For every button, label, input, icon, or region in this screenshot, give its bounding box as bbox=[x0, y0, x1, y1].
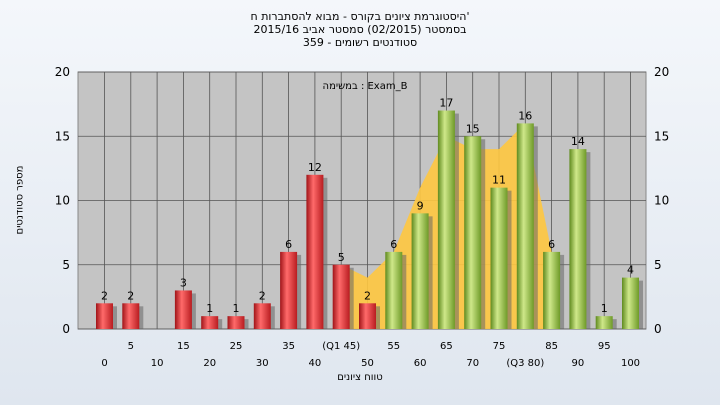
x-tick-label: 30 bbox=[256, 358, 269, 369]
x-tick-label: (Q1 45) bbox=[322, 341, 360, 352]
bar-value-label: 12 bbox=[308, 161, 322, 174]
y-tick-label-left: 5 bbox=[62, 258, 70, 272]
bar-value-label: 2 bbox=[101, 289, 108, 302]
bar bbox=[411, 213, 429, 329]
bar-value-label: 6 bbox=[548, 238, 555, 251]
x-tick-label: 35 bbox=[282, 341, 295, 352]
y-tick-label-right: 20 bbox=[654, 65, 669, 79]
bar bbox=[201, 316, 219, 329]
bar bbox=[385, 251, 403, 329]
y-tick-label-right: 0 bbox=[654, 322, 662, 336]
x-tick-label: 100 bbox=[621, 358, 640, 369]
title-line-1: היסטוגרמת ציונים בקורס - מבוא להסתברות ח… bbox=[250, 10, 470, 23]
bar-value-label: 5 bbox=[338, 251, 345, 264]
x-tick-label: 10 bbox=[151, 358, 164, 369]
bar bbox=[332, 264, 350, 329]
bar bbox=[543, 251, 561, 329]
bar-value-label: 2 bbox=[259, 289, 266, 302]
bar bbox=[96, 303, 113, 329]
bar-value-label: 16 bbox=[518, 109, 532, 122]
task-annotation: במשימה : Exam_B bbox=[323, 81, 408, 92]
y-tick-label-left: 15 bbox=[55, 129, 70, 143]
y-axis-label: מספר סטודנטים bbox=[14, 165, 26, 235]
x-tick-label: 55 bbox=[387, 341, 400, 352]
title-line-3: סטודנטים רשומים - 359 bbox=[302, 36, 418, 49]
chart-title: היסטוגרמת ציונים בקורס - מבוא להסתברות ח… bbox=[0, 10, 720, 49]
x-tick-label: 40 bbox=[309, 358, 322, 369]
bar bbox=[437, 110, 455, 329]
y-tick-label-left: 20 bbox=[55, 65, 70, 79]
x-tick-label: 90 bbox=[572, 358, 585, 369]
x-tick-label: 75 bbox=[493, 341, 506, 352]
x-tick-label: 65 bbox=[440, 341, 453, 352]
bar-value-label: 2 bbox=[364, 289, 371, 302]
bar-value-label: 9 bbox=[417, 199, 424, 212]
bar-value-label: 14 bbox=[571, 135, 585, 148]
x-tick-label: 25 bbox=[230, 341, 243, 352]
bar-value-label: 6 bbox=[285, 238, 292, 251]
bar bbox=[516, 123, 534, 330]
x-tick-label: 95 bbox=[598, 341, 611, 352]
x-tick-label: (Q3 80) bbox=[506, 358, 544, 369]
bar bbox=[569, 149, 587, 329]
bar bbox=[253, 303, 271, 329]
x-axis-label: טווח ציונים bbox=[337, 372, 383, 383]
x-tick-label: 50 bbox=[361, 358, 374, 369]
bar-value-label: 2 bbox=[127, 289, 134, 302]
bar-value-label: 3 bbox=[180, 276, 187, 289]
title-line-2: בסמסטר (02/2015) סמסטר אביב 2015/16 bbox=[253, 23, 467, 36]
bar-value-label: 1 bbox=[233, 302, 240, 315]
bar-value-label: 1 bbox=[601, 302, 608, 315]
x-tick-label: 70 bbox=[466, 358, 479, 369]
bar bbox=[622, 277, 639, 329]
y-tick-label-right: 15 bbox=[654, 129, 669, 143]
bar bbox=[595, 316, 613, 329]
bar bbox=[280, 251, 298, 329]
bar-value-label: 11 bbox=[492, 174, 506, 187]
y-tick-label-left: 10 bbox=[55, 194, 70, 208]
y-tick-label-right: 5 bbox=[654, 258, 662, 272]
bar bbox=[227, 316, 245, 329]
bar bbox=[122, 303, 140, 329]
bar bbox=[174, 290, 192, 329]
bar-value-label: 6 bbox=[390, 238, 397, 251]
x-tick-label: 0 bbox=[101, 358, 107, 369]
bar bbox=[306, 174, 324, 329]
y-tick-label-left: 0 bbox=[62, 322, 70, 336]
bar bbox=[359, 303, 376, 329]
x-tick-label: 5 bbox=[128, 341, 134, 352]
bar-value-label: 15 bbox=[466, 122, 480, 135]
bar-value-label: 1 bbox=[206, 302, 213, 315]
y-tick-label-right: 10 bbox=[654, 194, 669, 208]
bar-value-label: 4 bbox=[627, 264, 634, 277]
bar bbox=[490, 187, 508, 329]
bar bbox=[464, 136, 482, 329]
x-tick-label: 60 bbox=[414, 358, 427, 369]
x-tick-label: 85 bbox=[545, 341, 558, 352]
x-tick-label: 15 bbox=[177, 341, 190, 352]
x-tick-label: 20 bbox=[203, 358, 216, 369]
bar-value-label: 17 bbox=[439, 97, 453, 110]
